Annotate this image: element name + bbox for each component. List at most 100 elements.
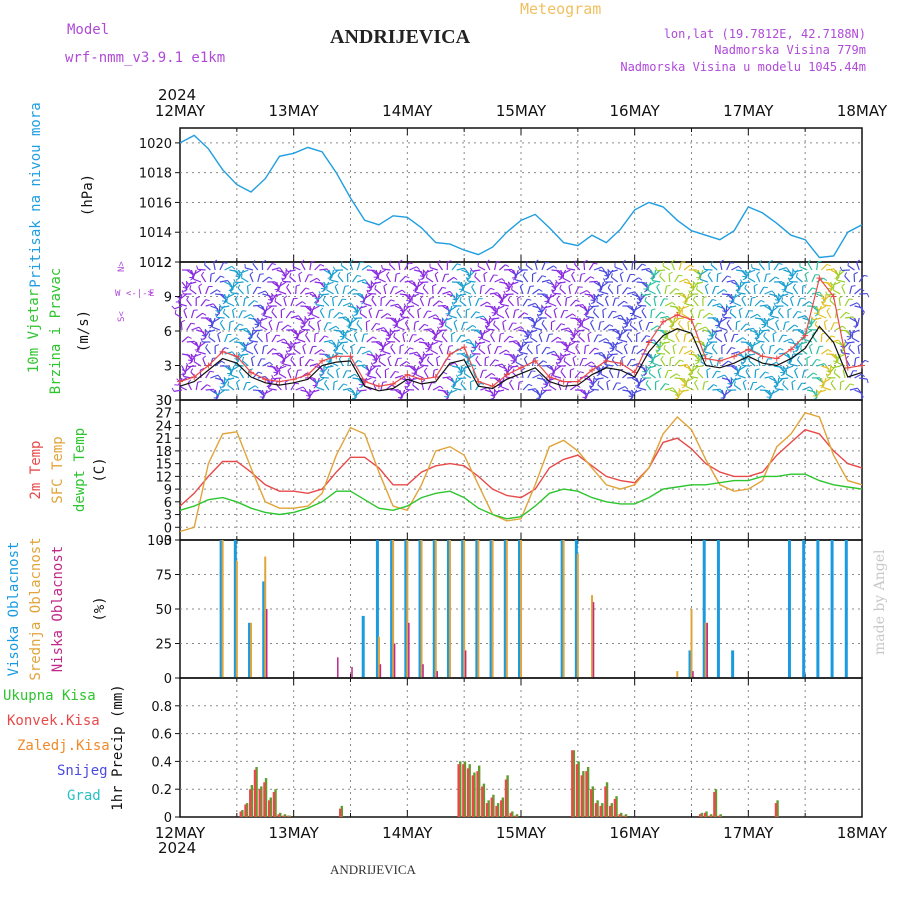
wind-barb-flag bbox=[332, 295, 337, 299]
wind-barb-flag bbox=[237, 269, 242, 274]
wind-barb-flag bbox=[852, 316, 856, 321]
clouds-ylabel: Niska Oblacnost bbox=[50, 546, 66, 672]
wind-barb-flag bbox=[543, 383, 548, 386]
wind-barb-flag bbox=[181, 319, 186, 323]
wind-barb bbox=[418, 269, 425, 277]
wind-barb-flag bbox=[266, 302, 270, 307]
wind-barb-flag bbox=[432, 332, 437, 336]
wind-barb-flag bbox=[810, 316, 814, 321]
wind-barb-flag bbox=[188, 361, 193, 365]
wind-barb bbox=[598, 337, 607, 343]
wind-barb bbox=[659, 298, 665, 307]
precip-bar-0 bbox=[482, 783, 486, 817]
wind-barb bbox=[423, 328, 432, 331]
wind-barb-flag bbox=[640, 291, 644, 296]
wind-barb bbox=[853, 357, 857, 367]
wind-barb-flag bbox=[524, 337, 529, 341]
wind-barb-flag bbox=[490, 397, 495, 400]
wind-barb bbox=[652, 280, 661, 283]
wind-barb bbox=[536, 305, 543, 313]
wind-barb-flag bbox=[370, 362, 374, 367]
wind-barb-flag bbox=[370, 280, 374, 285]
wind-barb-flag bbox=[587, 331, 592, 335]
wind-barb-flag bbox=[248, 336, 251, 341]
wind-barb-flag bbox=[208, 333, 211, 338]
wind-barb-flag bbox=[368, 350, 373, 355]
wind-barb bbox=[193, 353, 202, 358]
wind-barb bbox=[848, 347, 855, 355]
wind-barb bbox=[460, 322, 465, 331]
wind-barb bbox=[548, 302, 557, 307]
wind-barb bbox=[256, 335, 263, 343]
wind-barb-flag bbox=[809, 343, 813, 347]
clouds-ytick-label: 25 bbox=[155, 638, 172, 653]
wind-barb-flag bbox=[575, 299, 580, 303]
wind-barb-flag bbox=[611, 356, 615, 361]
wind-barb bbox=[653, 353, 661, 359]
wind-barb-flag bbox=[240, 273, 243, 278]
wind-barb bbox=[490, 334, 496, 343]
wind-barb bbox=[543, 305, 552, 309]
wind-barb bbox=[404, 262, 410, 271]
wind-barb bbox=[305, 291, 314, 295]
wind-barb bbox=[186, 322, 192, 331]
wind-barb bbox=[279, 373, 287, 379]
wind-barb-flag bbox=[253, 300, 258, 303]
wind-barb-flag bbox=[234, 295, 239, 300]
wind-barb bbox=[563, 360, 571, 367]
wind-barb bbox=[532, 374, 540, 379]
wind-barb bbox=[496, 389, 505, 393]
wind-barb bbox=[641, 310, 647, 319]
cloud-bar-0 bbox=[518, 540, 521, 678]
wind-barb bbox=[633, 389, 642, 394]
wind-barb bbox=[517, 312, 525, 319]
wind-barb-flag bbox=[182, 286, 187, 289]
wind-barb-flag bbox=[820, 379, 825, 383]
wind-barb bbox=[640, 293, 643, 303]
wind-barb bbox=[742, 281, 751, 284]
wind-barb bbox=[323, 339, 333, 343]
wind-barb-flag bbox=[800, 345, 803, 350]
wind-barb bbox=[799, 341, 808, 346]
wind-barb bbox=[183, 310, 188, 319]
wind-barb-flag bbox=[353, 331, 358, 335]
wind-barb bbox=[454, 377, 458, 386]
wind-barb bbox=[215, 293, 224, 296]
wind-barb bbox=[298, 274, 301, 283]
wind-barb bbox=[519, 286, 524, 295]
wind-barb bbox=[493, 324, 500, 331]
wind-barb-flag bbox=[817, 260, 822, 263]
wind-barb-flag bbox=[190, 368, 194, 373]
wind-barb bbox=[494, 346, 499, 355]
wind-barb bbox=[292, 341, 301, 345]
cloud-bar-0 bbox=[830, 540, 834, 678]
wind-barb bbox=[772, 333, 775, 343]
wind-barb-flag bbox=[844, 272, 848, 277]
wind-barb-flag bbox=[341, 344, 345, 349]
wind-barb bbox=[491, 317, 500, 320]
wind-barb-flag bbox=[794, 349, 799, 353]
wind-barb-flag bbox=[609, 349, 614, 353]
wind-barb bbox=[323, 382, 330, 391]
wind-barb bbox=[483, 274, 486, 283]
wind-barb-flag bbox=[543, 360, 548, 364]
wind-barb-flag bbox=[439, 385, 444, 390]
wind-barb-flag bbox=[315, 332, 320, 335]
wind-barb bbox=[338, 358, 344, 367]
wind-barb bbox=[626, 389, 633, 397]
wind-barb bbox=[333, 312, 340, 319]
wind-barb bbox=[309, 262, 312, 271]
wind-barb bbox=[795, 276, 803, 283]
cloud-bar-0 bbox=[816, 540, 820, 678]
wind-barb bbox=[612, 298, 616, 307]
precip-bar-0 bbox=[577, 761, 580, 817]
wind-barb bbox=[823, 322, 827, 331]
wind-barb-flag bbox=[705, 326, 709, 331]
wind-barb bbox=[775, 322, 780, 331]
wind-barb-flag bbox=[368, 265, 373, 269]
wind-barb bbox=[422, 287, 429, 295]
wind-barb bbox=[608, 370, 614, 379]
wind-barb bbox=[480, 301, 488, 307]
